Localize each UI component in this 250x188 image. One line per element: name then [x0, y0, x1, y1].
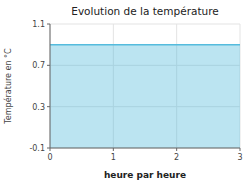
- chart: 0 1 2 3 -0.1 0.3 0.7 1.1 Evolution de la tempéra…: [0, 0, 250, 188]
- chart-title: Evolution de la température: [71, 5, 218, 17]
- y-tick-label: 0.7: [32, 61, 45, 70]
- x-tick: [113, 148, 114, 151]
- grid: [50, 24, 240, 148]
- y-axis-label: Température en °C: [3, 48, 13, 125]
- area-line: [50, 44, 240, 46]
- y-tick: [47, 24, 50, 25]
- y-tick: [47, 65, 50, 66]
- x-tick: [240, 148, 241, 151]
- x-axis-label: heure par heure: [104, 170, 186, 180]
- plot-data: [50, 45, 240, 148]
- y-tick: [47, 148, 50, 149]
- x-axis-line: [50, 148, 240, 149]
- x-tick-label: 0: [47, 153, 52, 162]
- x-tick-label: 3: [237, 153, 242, 162]
- x-grid-line: [50, 24, 51, 148]
- x-tick: [176, 148, 177, 151]
- axes: 0 1 2 3 -0.1 0.3 0.7 1.1: [29, 20, 242, 162]
- y-axis-line: [50, 24, 51, 148]
- y-tick-label: -0.1: [29, 144, 45, 153]
- y-tick-label: 0.3: [32, 103, 45, 112]
- y-tick-label: 1.1: [32, 20, 45, 29]
- y-grid-line: [50, 148, 240, 149]
- chart-container: 0 1 2 3 -0.1 0.3 0.7 1.1 Evolution de la tempéra…: [0, 0, 250, 188]
- y-tick: [47, 106, 50, 107]
- area-fill: [50, 45, 240, 148]
- y-grid-line: [50, 24, 240, 25]
- x-tick-label: 1: [111, 153, 116, 162]
- x-tick-label: 2: [174, 153, 179, 162]
